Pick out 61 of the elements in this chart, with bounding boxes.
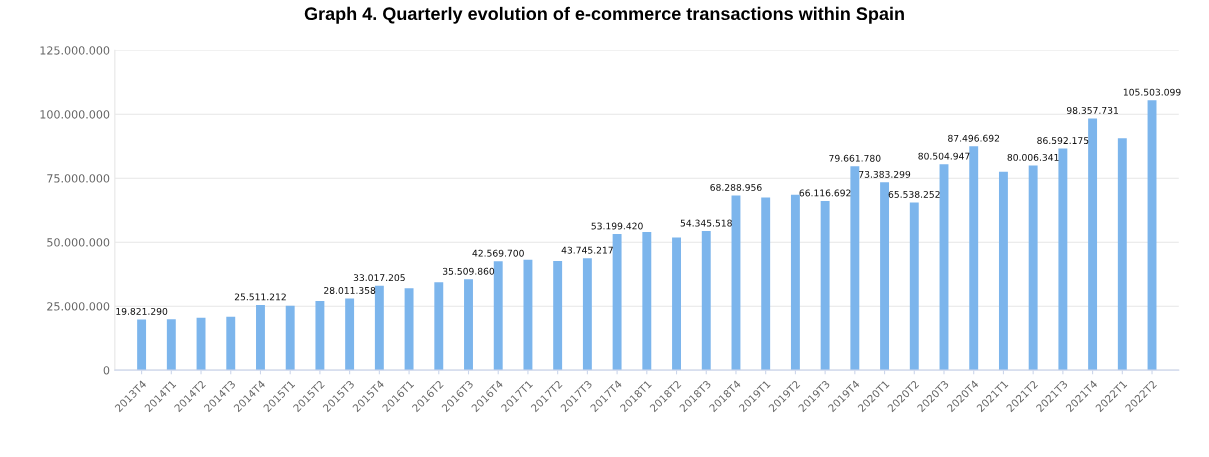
bar [998, 171, 1008, 371]
bar [226, 316, 236, 371]
bar [909, 202, 919, 371]
data-label: 105.503.099 [1123, 88, 1181, 96]
data-label: 65.538.252 [888, 190, 940, 198]
data-label: 35.509.860 [442, 267, 495, 275]
bar [493, 261, 503, 371]
bar [1147, 100, 1157, 371]
data-label: 98.357.731 [1066, 106, 1118, 114]
data-label: 33.017.205 [353, 274, 405, 282]
bar [880, 182, 890, 371]
bar [790, 194, 800, 371]
data-label: 86.592.175 [1037, 137, 1089, 145]
bar [434, 282, 444, 371]
data-label: 43.745.217 [561, 246, 613, 254]
y-tick-label: 0 [103, 366, 110, 375]
bar [523, 259, 533, 371]
bar [315, 301, 325, 371]
data-label: 19.821.290 [116, 307, 168, 315]
y-tick-label: 100.000.000 [40, 110, 110, 119]
bar [820, 200, 830, 371]
bar [850, 166, 860, 371]
data-label: 68.288.956 [710, 183, 762, 191]
bar [464, 279, 473, 371]
bar [1088, 118, 1098, 371]
bar [761, 197, 771, 371]
y-tick-label: 125.000.000 [40, 46, 110, 55]
data-label: 73.383.299 [859, 170, 911, 178]
chart-title: Graph 4. Quarterly evolution of e-commerce transactions within Spain [304, 6, 904, 24]
bar [1117, 138, 1127, 371]
y-tick-label: 50.000.000 [47, 238, 110, 247]
bar [731, 195, 741, 371]
y-tick-label: 75.000.000 [47, 174, 110, 183]
bar [166, 319, 176, 371]
bar [137, 319, 147, 371]
y-tick-label: 25.000.000 [47, 302, 110, 311]
data-label: 80.504.947 [918, 152, 970, 160]
bar [404, 288, 414, 371]
data-label: 42.569.700 [472, 249, 524, 257]
bar [969, 146, 979, 371]
bar [1058, 148, 1068, 371]
bar [374, 285, 384, 371]
bar [345, 298, 355, 371]
bar [701, 231, 711, 371]
data-label: 79.661.780 [829, 154, 881, 162]
data-label: 53.199.420 [591, 222, 643, 230]
bar [612, 234, 622, 371]
bar [1028, 165, 1038, 371]
data-label: 80.006.341 [1007, 153, 1059, 161]
bar [256, 304, 265, 371]
data-label: 66.116.692 [799, 189, 851, 197]
data-label: 87.496.692 [948, 134, 1000, 142]
data-label: 28.011.358 [324, 287, 376, 294]
data-label: 54.345.518 [680, 219, 732, 227]
bar [553, 260, 563, 371]
bar [582, 258, 592, 371]
data-label: 25.511.212 [234, 293, 286, 301]
bar [939, 164, 949, 371]
bar [642, 231, 652, 371]
bar [672, 237, 681, 371]
bar [285, 305, 295, 371]
